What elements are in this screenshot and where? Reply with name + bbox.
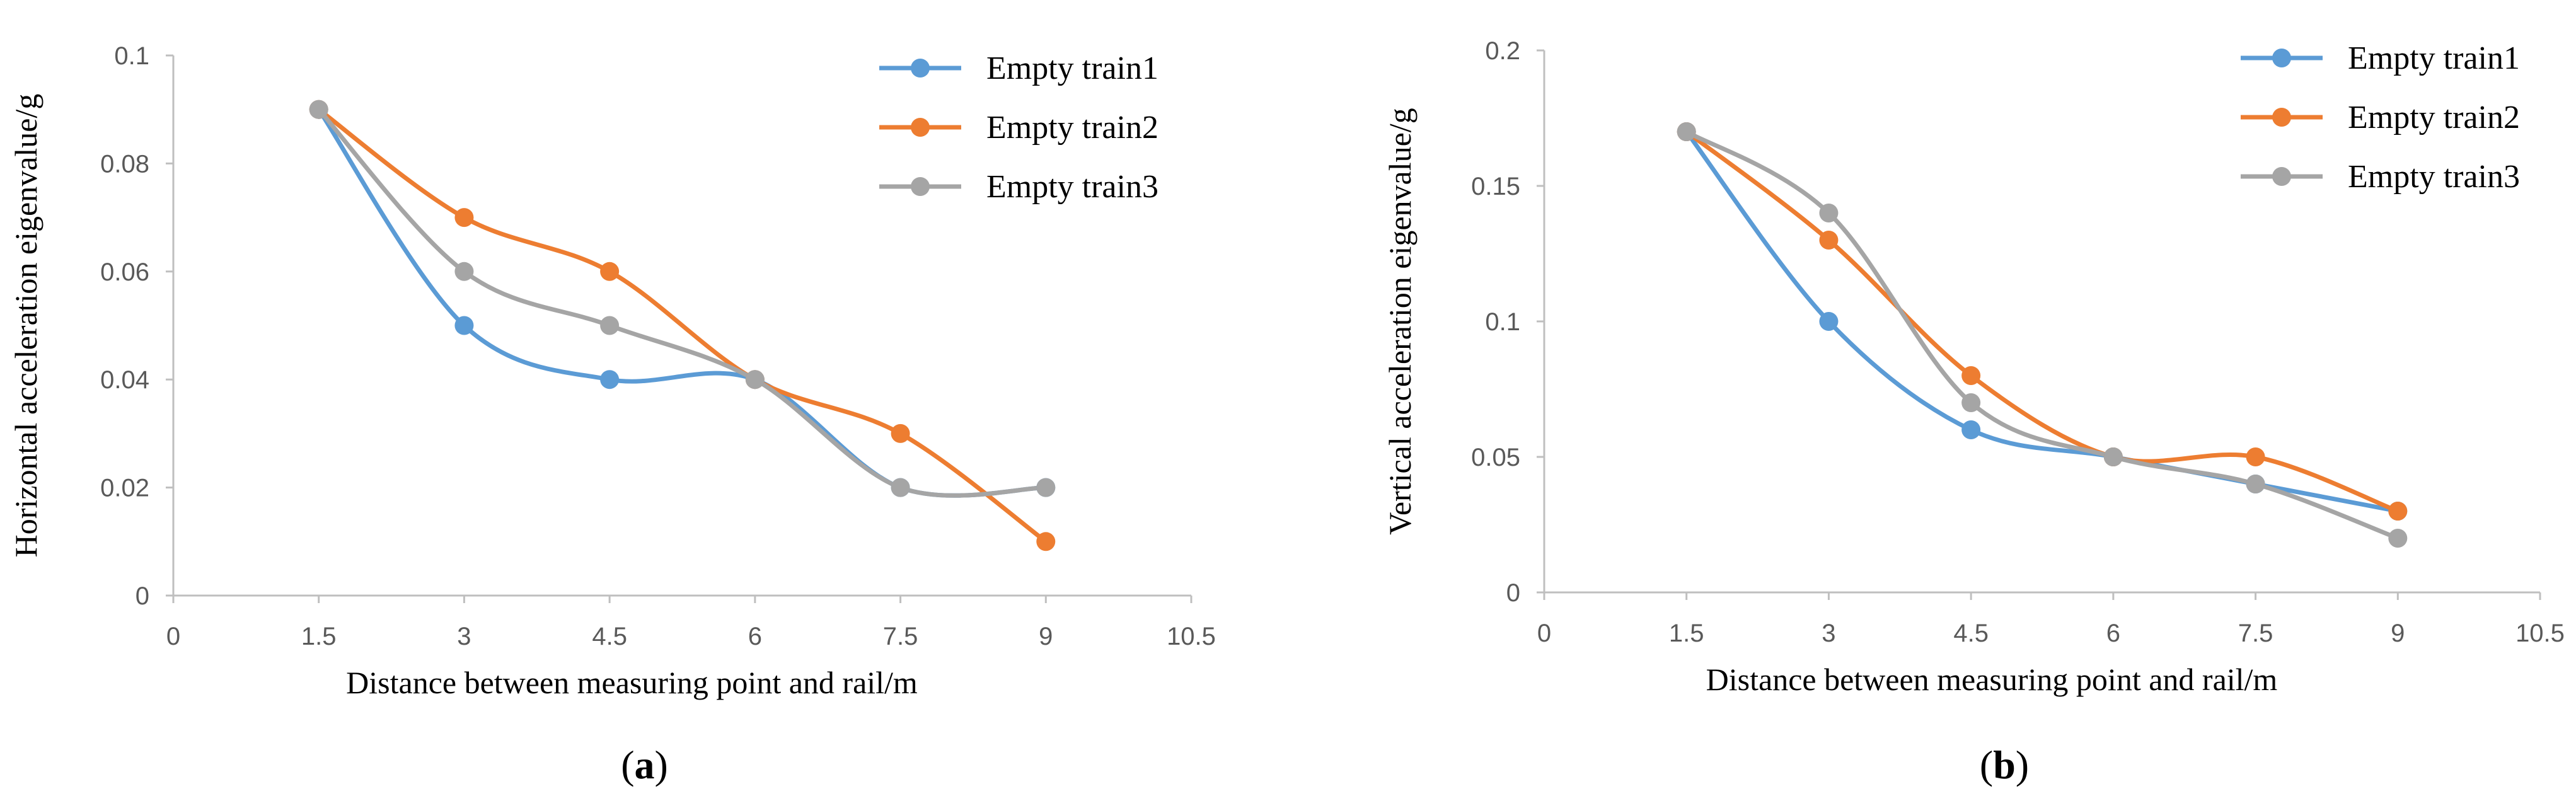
x-tick-label: 7.5 <box>883 623 918 650</box>
data-point-series-3 <box>309 100 328 119</box>
x-tick-label: 4.5 <box>1953 619 1989 647</box>
data-point-series-3 <box>2388 529 2408 548</box>
y-axis-title: Horizontal acceleration eigenvalue/g <box>8 94 43 558</box>
data-point-series-2 <box>454 208 474 228</box>
data-point-series-2 <box>600 262 620 281</box>
x-tick-label: 0 <box>1537 619 1551 647</box>
figure-caption: (a) <box>621 742 668 787</box>
data-point-series-1 <box>600 370 620 389</box>
x-tick-label: 6 <box>2106 619 2120 647</box>
legend-marker-1 <box>2272 49 2291 67</box>
x-axis-title: Distance between measuring point and rai… <box>346 665 918 700</box>
data-point-series-3 <box>1036 478 1056 497</box>
data-point-series-3 <box>745 370 765 389</box>
data-point-series-2 <box>1036 532 1056 551</box>
x-tick-label: 3 <box>1822 619 1835 647</box>
y-tick-label: 0.1 <box>1485 308 1520 336</box>
data-point-series-3 <box>891 478 910 497</box>
x-tick-label: 9 <box>1039 623 1053 650</box>
x-tick-label: 1.5 <box>1669 619 1704 647</box>
legend-label-2: Empty train2 <box>2348 100 2520 135</box>
y-tick-label: 0.04 <box>100 366 149 394</box>
caption-open-paren: ( <box>1980 742 1993 787</box>
caption-letter: a <box>635 742 655 787</box>
y-tick-label: 0.15 <box>1471 173 1520 200</box>
caption-open-paren: ( <box>621 742 634 787</box>
legend-label-1: Empty train1 <box>2348 40 2520 76</box>
caption-letter: b <box>1993 742 2016 787</box>
x-tick-label: 4.5 <box>592 623 627 650</box>
data-point-series-3 <box>1961 393 1981 412</box>
data-point-series-1 <box>1819 312 1839 331</box>
y-tick-label: 0 <box>1506 579 1520 607</box>
figure-caption: (b) <box>1980 742 2029 787</box>
data-point-series-1 <box>454 316 474 335</box>
chart-a: 0 0.02 0.04 0.06 0.08 0.1 0 1.5 3 4.5 6 7.5 9 10.5 Dis… <box>8 42 1216 787</box>
caption-close-paren: ) <box>655 742 668 787</box>
x-tick-label: 10.5 <box>1167 623 1216 650</box>
series-line-3 <box>316 107 1048 498</box>
legend-marker-2 <box>2272 108 2291 127</box>
x-axis-title: Distance between measuring point and rai… <box>1706 662 2278 697</box>
legend-label-3: Empty train3 <box>986 169 1158 205</box>
y-tick-label: 0.2 <box>1485 37 1520 65</box>
x-tick-label: 1.5 <box>301 623 337 650</box>
data-point-series-2 <box>2246 447 2265 466</box>
series-line-1 <box>316 107 1048 498</box>
series-line-3 <box>1684 129 2400 541</box>
data-point-series-2 <box>2388 502 2408 521</box>
data-point-series-3 <box>1677 122 1696 141</box>
y-tick-label: 0.02 <box>100 475 149 502</box>
y-tick-label: 0.08 <box>100 150 149 178</box>
series-line-1 <box>1684 129 2400 514</box>
x-tick-label: 10.5 <box>2515 619 2565 647</box>
data-point-series-2 <box>891 424 910 443</box>
legend-label-2: Empty train2 <box>986 110 1158 146</box>
legend-label-1: Empty train1 <box>986 50 1158 86</box>
data-point-series-3 <box>1819 204 1839 222</box>
legend-marker-1 <box>911 59 930 78</box>
legend-marker-3 <box>911 177 930 196</box>
data-point-series-3 <box>2103 447 2123 466</box>
series-line-2 <box>1684 129 2400 514</box>
x-tick-label: 6 <box>748 623 762 650</box>
caption-close-paren: ) <box>2016 742 2029 787</box>
x-tick-label: 9 <box>2391 619 2405 647</box>
y-tick-label: 0.1 <box>114 42 149 70</box>
y-tick-label: 0.06 <box>100 258 149 286</box>
chart-b: 0 0.05 0.1 0.15 0.2 0 1.5 3 4.5 6 7.5 9 10.5 Distance… <box>1382 37 2565 787</box>
y-tick-label: 0 <box>136 582 149 610</box>
y-axis-title: Vertical acceleration eigenvalue/g <box>1382 108 1418 534</box>
data-point-series-1 <box>1961 420 1981 439</box>
series-line-2 <box>316 107 1048 544</box>
data-point-series-3 <box>600 316 620 335</box>
legend-label-3: Empty train3 <box>2348 159 2520 195</box>
data-point-series-2 <box>1961 366 1981 385</box>
data-point-series-2 <box>1819 231 1839 250</box>
x-tick-label: 0 <box>166 623 180 650</box>
data-point-series-3 <box>2246 475 2265 493</box>
data-point-series-3 <box>454 262 474 281</box>
legend-marker-2 <box>911 118 930 137</box>
x-tick-label: 3 <box>457 623 471 650</box>
x-tick-label: 7.5 <box>2238 619 2273 647</box>
y-tick-label: 0.05 <box>1471 444 1520 471</box>
legend-marker-3 <box>2272 167 2291 186</box>
